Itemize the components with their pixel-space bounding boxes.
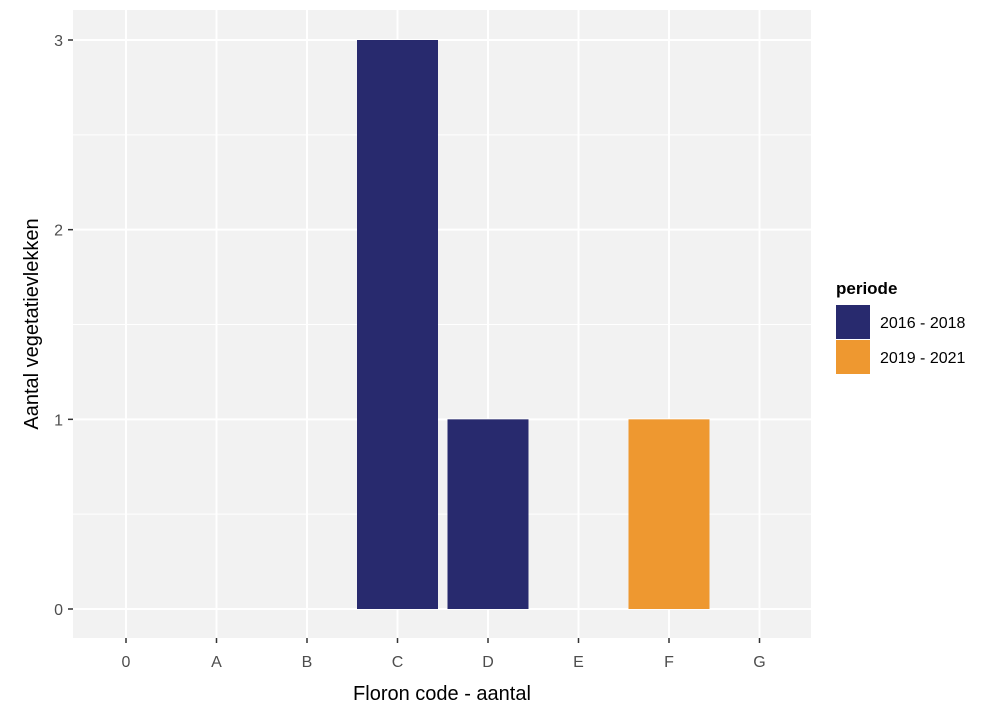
y-tick-label: 1 bbox=[54, 412, 63, 429]
x-tick-label: C bbox=[392, 654, 404, 671]
x-tick-label: B bbox=[302, 654, 313, 671]
legend-swatch-2019-2021 bbox=[836, 340, 870, 374]
y-tick-label: 0 bbox=[54, 602, 63, 619]
bar-C-2016-2018 bbox=[357, 40, 438, 609]
bars bbox=[357, 40, 710, 609]
legend-label-2016-2018: 2016 - 2018 bbox=[880, 315, 966, 332]
legend-title: periode bbox=[836, 279, 897, 298]
y-tick-label: 3 bbox=[54, 33, 63, 50]
legend-swatch-2016-2018 bbox=[836, 305, 870, 339]
bar-D-2016-2018 bbox=[447, 419, 529, 609]
x-tick-label: E bbox=[573, 654, 584, 671]
legend: periode 2016 - 2018 2019 - 2021 bbox=[836, 279, 966, 374]
bar-F-2019-2021 bbox=[628, 419, 710, 609]
legend-label-2019-2021: 2019 - 2021 bbox=[880, 350, 966, 367]
y-axis-title: Aantal vegetatievlekken bbox=[21, 218, 43, 429]
x-axis-title: Floron code - aantal bbox=[353, 683, 531, 705]
x-tick-label: 0 bbox=[122, 654, 131, 671]
x-tick-label: G bbox=[753, 654, 765, 671]
y-tick-label: 2 bbox=[54, 223, 63, 240]
x-tick-label: A bbox=[211, 654, 222, 671]
x-tick-label: F bbox=[664, 654, 674, 671]
axes: 0 1 2 3 0 A B C D E F G bbox=[54, 33, 766, 671]
x-tick-label: D bbox=[482, 654, 494, 671]
